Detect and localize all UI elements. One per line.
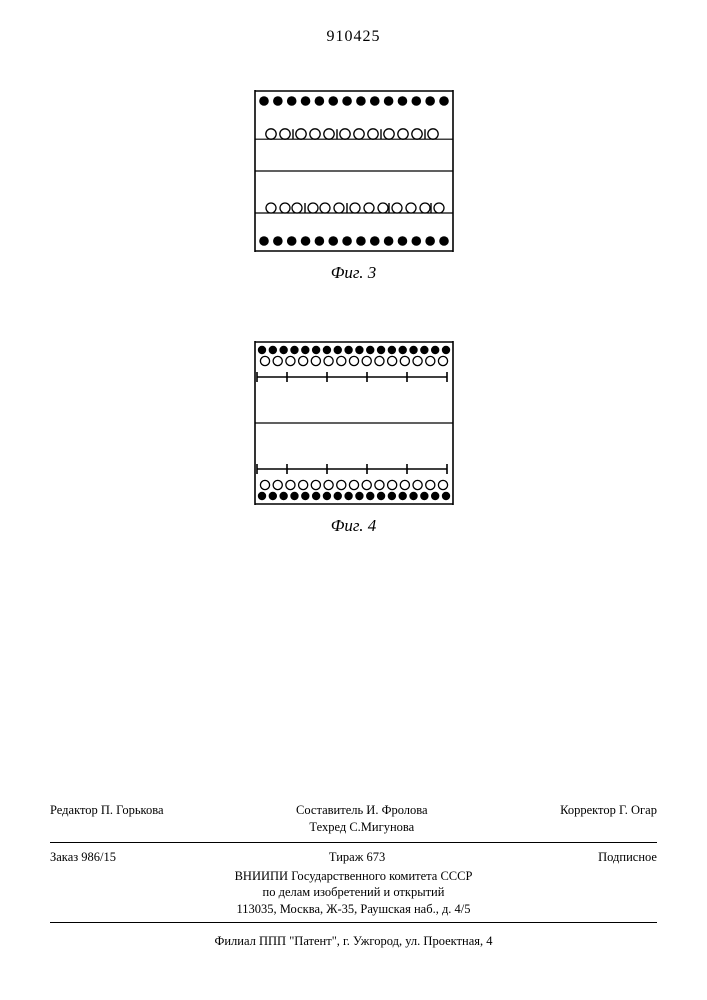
fig3-diagram bbox=[251, 90, 457, 252]
fig3-label: Фиг. 3 bbox=[251, 263, 457, 283]
org-line-2: по делам изобретений и открытий bbox=[50, 884, 657, 901]
figure-4: Фиг. 4 bbox=[251, 341, 457, 536]
order-label: Заказ 986/15 bbox=[50, 849, 116, 866]
techred-label: Техред С.Мигунова bbox=[296, 819, 428, 836]
page-number: 910425 bbox=[327, 28, 381, 46]
subscription-label: Подписное bbox=[598, 849, 657, 866]
editor-label: Редактор П. Горькова bbox=[50, 802, 164, 836]
footer-divider-2 bbox=[50, 922, 657, 923]
fig4-label: Фиг. 4 bbox=[251, 516, 457, 536]
footer-divider-1 bbox=[50, 842, 657, 843]
footer: Редактор П. Горькова Составитель И. Фрол… bbox=[50, 800, 657, 950]
address-line: 113035, Москва, Ж-35, Раушская наб., д. … bbox=[50, 901, 657, 918]
compiler-label: Составитель И. Фролова bbox=[296, 802, 428, 819]
tirazh-label: Тираж 673 bbox=[329, 849, 385, 866]
corrector-label: Корректор Г. Огар bbox=[560, 802, 657, 836]
org-line-1: ВНИИПИ Государственного комитета СССР bbox=[50, 868, 657, 885]
figure-3: Фиг. 3 bbox=[251, 90, 457, 283]
fig4-diagram bbox=[251, 341, 457, 505]
branch-line: Филиал ППП "Патент", г. Ужгород, ул. Про… bbox=[50, 927, 657, 950]
